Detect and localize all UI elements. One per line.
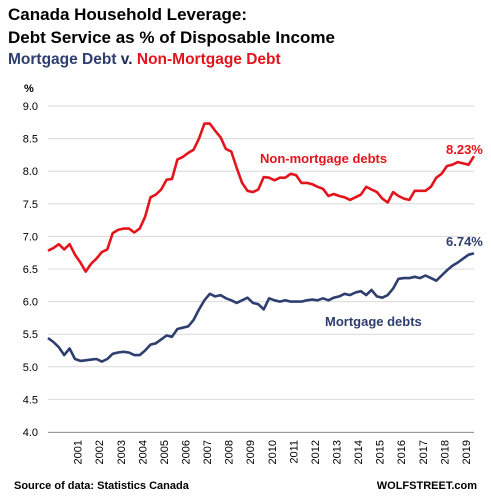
x-tick-label: 2009 <box>245 440 257 464</box>
x-tick-label: 2018 <box>439 440 451 464</box>
y-tick-label: 5.5 <box>23 329 38 341</box>
x-tick-label: 2006 <box>181 440 193 464</box>
series-line-mortgage <box>47 252 475 363</box>
x-tick-label: 2015 <box>375 440 387 464</box>
x-tick-label: 2003 <box>116 440 128 464</box>
y-tick-label: 5.0 <box>23 362 38 374</box>
x-tick-label: 2013 <box>331 440 343 464</box>
x-tick-label: 2010 <box>267 440 279 464</box>
y-tick-label: 7.0 <box>23 231 38 243</box>
y-axis-label: % <box>24 83 34 95</box>
x-tick-label: 2017 <box>418 440 430 464</box>
x-tick-label: 2019 <box>461 440 473 464</box>
chart-title-line2: Debt Service as % of Disposable Income <box>8 28 335 47</box>
x-tick-label: 2008 <box>224 440 236 464</box>
y-tick-label: 6.0 <box>23 297 38 309</box>
chart-title-line1: Canada Household Leverage: <box>8 5 248 24</box>
y-tick-label: 6.5 <box>23 264 38 276</box>
x-tick-label: 2011 <box>288 440 300 464</box>
series-line-nonmortgage <box>47 122 476 273</box>
y-tick-label: 8.0 <box>23 166 38 178</box>
subtitle-nonmortgage: Non-Mortgage Debt <box>136 51 281 68</box>
series-label-mortgage: Mortgage debts <box>325 314 422 329</box>
x-tick-label: 2004 <box>137 440 149 464</box>
series-label-nonmortgage: Non-mortgage debts <box>260 151 387 166</box>
x-tick-label: 2016 <box>396 440 408 464</box>
x-tick-label: 2007 <box>202 440 214 464</box>
y-tick-label: 8.5 <box>23 134 38 146</box>
end-value-label-mortgage: 6.74% <box>446 234 483 249</box>
x-tick-label: 2012 <box>310 440 322 464</box>
y-tick-label: 4.0 <box>23 427 38 439</box>
x-tick-label: 2001 <box>73 440 85 464</box>
y-tick-label: 7.5 <box>23 199 38 211</box>
x-tick-label: 2014 <box>353 440 365 464</box>
y-tick-label: 4.5 <box>23 394 38 406</box>
brand-label: WOLFSTREET.com <box>376 480 477 492</box>
y-tick-label: 9.0 <box>23 101 38 113</box>
source-note: Source of data: Statistics Canada <box>14 480 189 492</box>
x-tick-label: 2005 <box>159 440 171 464</box>
subtitle-vs: v. <box>116 51 137 68</box>
subtitle-mortgage: Mortgage Debt <box>8 51 117 68</box>
x-tick-label: 2002 <box>94 440 106 464</box>
end-value-label-nonmortgage: 8.23% <box>446 142 483 157</box>
chart-subtitle: Mortgage Debt v. Non-Mortgage Debt <box>8 51 281 69</box>
